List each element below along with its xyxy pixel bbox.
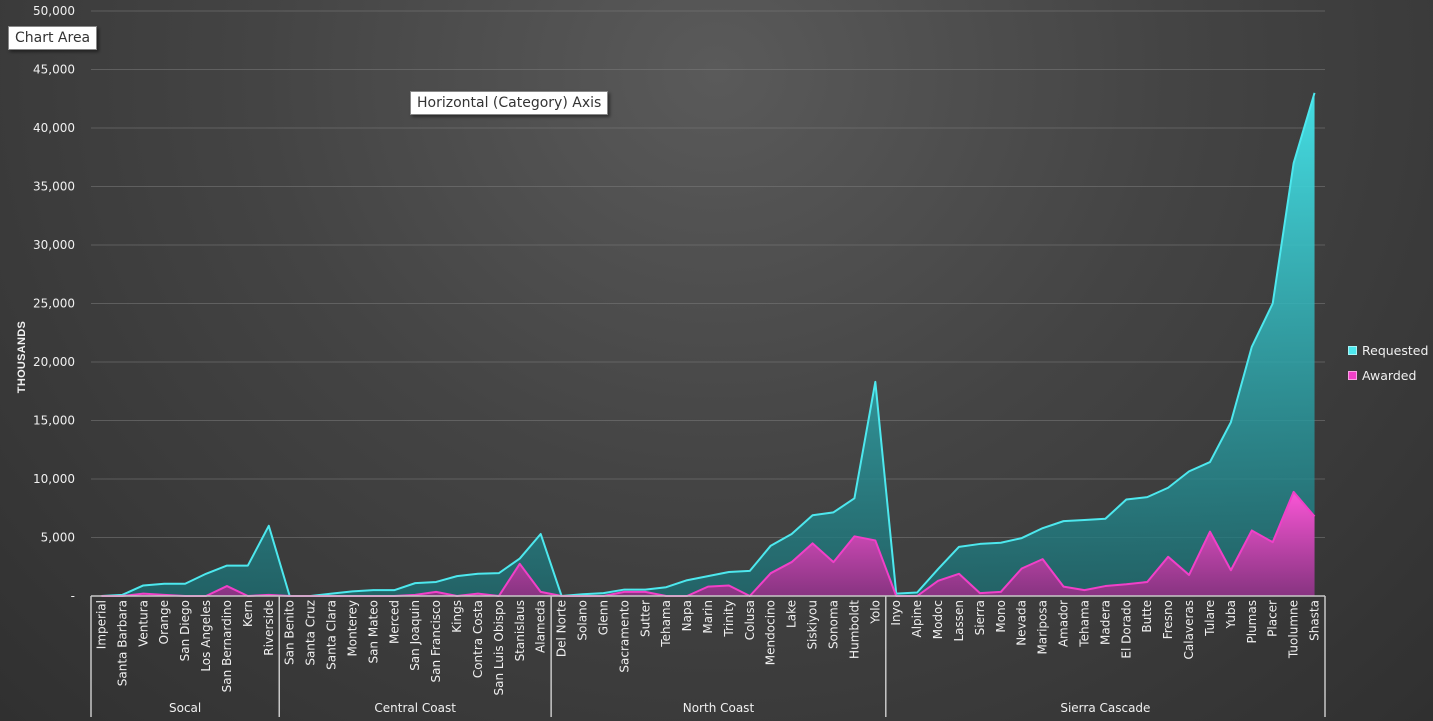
x-tick-label: Napa: [680, 600, 694, 631]
y-axis-ticks: - 5,000 10,000 15,000 20,000 25,000 30,000 35,0…: [33, 4, 75, 603]
legend-swatch-awarded: [1348, 371, 1357, 380]
x-tick-label: Fresno: [1161, 600, 1175, 639]
x-tick-label: Mariposa: [1036, 600, 1050, 655]
x-tick-label: Mendocino: [764, 600, 778, 665]
x-tick-label: Los Angeles: [199, 600, 213, 672]
x-tick-label: Siskiyou: [806, 600, 820, 650]
y-tick-label: 20,000: [33, 355, 75, 369]
x-tick-label: San Luis Obispo: [492, 600, 506, 695]
plot-area[interactable]: [101, 92, 1316, 597]
tooltip-chart-area: Chart Area: [8, 26, 98, 50]
x-tick-label: Tulare: [1203, 600, 1217, 637]
y-tick-label: 40,000: [33, 121, 75, 135]
legend-item-requested[interactable]: Requested: [1348, 338, 1428, 363]
legend-label-requested: Requested: [1362, 343, 1429, 358]
x-tick-label: Tuolumne: [1287, 600, 1301, 659]
x-tick-label: Madera: [1098, 600, 1112, 645]
legend-item-awarded[interactable]: Awarded: [1348, 363, 1428, 388]
legend[interactable]: Requested Awarded: [1348, 338, 1428, 388]
x-tick-label: Mono: [994, 600, 1008, 633]
group-label: Sierra Cascade: [1060, 701, 1150, 715]
y-tick-label: 30,000: [33, 238, 75, 252]
x-tick-label: Santa Clara: [325, 600, 339, 670]
x-tick-label: Contra Costa: [471, 600, 485, 678]
x-tick-label: Kern: [241, 600, 255, 627]
legend-label-awarded: Awarded: [1362, 368, 1417, 383]
x-tick-label: San Bernardino: [220, 600, 234, 692]
x-tick-label: Modoc: [931, 600, 945, 639]
y-tick-label: 35,000: [33, 180, 75, 194]
x-tick-label: Trinity: [722, 600, 736, 638]
y-tick-label: 15,000: [33, 414, 75, 428]
legend-swatch-requested: [1348, 346, 1357, 355]
y-tick-label: 25,000: [33, 297, 75, 311]
x-tick-label: Marin: [701, 600, 715, 634]
x-tick-label: Sierra: [973, 600, 987, 635]
x-tick-label: Inyo: [889, 600, 903, 626]
x-tick-label: Riverside: [262, 600, 276, 656]
x-tick-label: Shasta: [1308, 600, 1322, 641]
x-tick-label: Humboldt: [847, 600, 861, 659]
x-tick-label: Lassen: [952, 600, 966, 642]
gridlines: [91, 10, 1325, 538]
x-tick-label: Ventura: [136, 600, 150, 647]
x-tick-label: San Francisco: [429, 600, 443, 682]
series-area-requested: [101, 92, 1315, 597]
x-tick-label: Colusa: [743, 600, 757, 640]
x-tick-label: San Mateo: [366, 600, 380, 664]
y-tick-label: 50,000: [33, 4, 75, 18]
x-tick-label: Del Norte: [555, 600, 569, 657]
x-axis[interactable]: Imperial Santa Barbara Ventura Orange San Di…: [90, 595, 1326, 717]
y-axis-title: THOUSANDS: [16, 320, 28, 394]
tooltip-horizontal-axis: Horizontal (Category) Axis: [410, 91, 609, 115]
x-tick-label: Sutter: [638, 600, 652, 637]
x-tick-label: Lake: [785, 600, 799, 628]
x-tick-label: Alpine: [910, 600, 924, 637]
x-tick-label: San Joaquin: [408, 600, 422, 671]
y-tick-label: 10,000: [33, 472, 75, 486]
x-tick-label: Santa Barbara: [115, 600, 129, 686]
group-label: Socal: [169, 701, 201, 715]
x-tick-label: Merced: [387, 600, 401, 644]
x-tick-label: Nevada: [1015, 600, 1029, 646]
x-tick-label: Glenn: [596, 600, 610, 635]
x-tick-label: Sacramento: [617, 600, 631, 673]
x-tick-label: El Dorado: [1119, 600, 1133, 659]
x-tick-label: Butte: [1140, 600, 1154, 633]
x-tick-label: Yuba: [1224, 600, 1238, 630]
x-tick-label: Calaveras: [1182, 600, 1196, 659]
y-tick-label: 45,000: [33, 63, 75, 77]
x-tick-label: Tehama: [1077, 600, 1091, 648]
group-label: Central Coast: [374, 701, 456, 715]
x-tick-label: Alameda: [534, 600, 548, 653]
x-tick-label: Santa Cruz: [304, 600, 318, 666]
group-label: North Coast: [683, 701, 755, 715]
y-tick-label: 5,000: [41, 531, 75, 545]
y-tick-label: -: [71, 589, 75, 603]
x-tick-label: Orange: [157, 600, 171, 644]
series-area-awarded: [101, 491, 1315, 596]
x-tick-label: Yolo: [868, 600, 882, 625]
x-tick-label: Stanislaus: [513, 600, 527, 661]
x-tick-label: Amador: [1057, 600, 1071, 647]
x-tick-label: Monterey: [345, 600, 359, 657]
x-tick-label: San Diego: [178, 600, 192, 661]
x-tick-label: Placer: [1266, 600, 1280, 637]
x-tick-label: Sonoma: [826, 600, 840, 649]
x-tick-label: Tehama: [659, 600, 673, 648]
x-tick-label: San Benito: [283, 600, 297, 665]
x-tick-label: Plumas: [1245, 600, 1259, 643]
x-tick-label: Kings: [450, 600, 464, 633]
x-tick-label: Imperial: [94, 600, 108, 649]
x-tick-label: Solano: [576, 600, 590, 641]
